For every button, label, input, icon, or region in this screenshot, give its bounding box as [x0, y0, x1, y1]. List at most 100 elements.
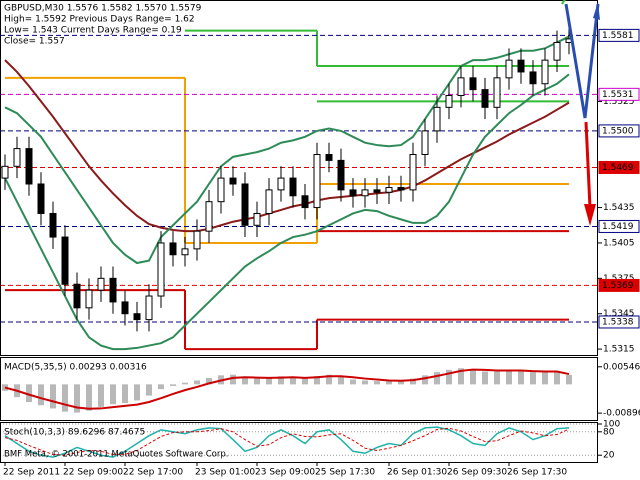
- macd-bar: [434, 372, 440, 385]
- macd-bar: [26, 384, 32, 403]
- macd-bar: [554, 371, 560, 385]
- candle-body: [205, 201, 213, 232]
- candle-body: [37, 183, 45, 214]
- info-line: Low= 1.543 Current Days Range= 0.19: [4, 26, 182, 36]
- macd-bar: [254, 378, 260, 385]
- macd-frame: [0, 357, 598, 421]
- x-tick-label: 25 Sep 17:30: [315, 468, 375, 478]
- candle-body: [517, 59, 525, 73]
- x-tick-label: 26 Sep 17:30: [507, 468, 567, 478]
- level-label: 1.5531: [602, 90, 634, 100]
- candle-body: [265, 189, 273, 214]
- x-tick-label: 26 Sep 09:30: [447, 468, 507, 478]
- macd-bar: [146, 384, 152, 396]
- level-label: 1.5419: [602, 222, 634, 232]
- price-panel: 1.5525 1.5435 1.5405 1.5375 1.5345 1.5315 1.55…: [0, 24, 640, 355]
- candle-body: [61, 236, 69, 285]
- y-tick-label: 0.00546: [603, 362, 640, 372]
- macd-bar: [158, 384, 164, 390]
- candle-body: [397, 187, 405, 191]
- level-label: 1.5338: [602, 317, 634, 327]
- macd-bar: [86, 384, 92, 411]
- info-line: Close= 1.557: [4, 37, 65, 47]
- macd-signal: [4, 368, 570, 410]
- macd-bar: [350, 379, 356, 385]
- macd-bar: [422, 375, 428, 385]
- y-tick-label: 100: [603, 420, 620, 430]
- macd-bar: [314, 375, 320, 385]
- candle-body: [409, 154, 417, 191]
- candle-body: [445, 95, 453, 108]
- macd-bar: [170, 384, 176, 386]
- stoch-signal: [4, 427, 570, 456]
- frames: [0, 0, 598, 463]
- candle-body: [277, 177, 285, 191]
- macd-bar: [194, 380, 200, 385]
- price-frame: [0, 0, 598, 356]
- macd-bar: [242, 377, 248, 385]
- candle-body: [493, 77, 501, 108]
- macd-bar: [182, 382, 188, 385]
- macd-title: MACD(5,35,5) 0.00293 0.00316: [4, 363, 147, 373]
- y-tick-label: 1.5435: [603, 203, 635, 213]
- macd-bar: [506, 370, 512, 385]
- candle-body: [361, 189, 369, 197]
- macd-bar: [542, 372, 548, 385]
- stoch-title: Stoch(10,3,3) 89.6296 87.4675: [4, 428, 145, 438]
- macd-bar: [338, 376, 344, 385]
- macd-bar: [38, 384, 44, 406]
- level-box: [598, 278, 640, 292]
- level-label: 1.5469: [602, 163, 634, 173]
- level-label: 1.5369: [602, 281, 634, 291]
- x-tick-label: 23 Sep 01:00: [195, 468, 255, 478]
- y-tick-label: -0.00896: [603, 409, 640, 419]
- macd-bar: [482, 371, 488, 385]
- macd-bar: [398, 381, 404, 385]
- candle-body: [97, 277, 105, 291]
- candle-body: [373, 189, 381, 193]
- macd-bar: [62, 384, 68, 412]
- stoch-frame: [0, 422, 598, 463]
- candle-body: [481, 89, 489, 108]
- macd-panel: 0.00546 -0.00896: [2, 362, 640, 419]
- y-tick-label: 1.5525: [603, 97, 635, 107]
- macd-bar: [290, 377, 296, 385]
- copyright: BMF Meta, © 2001-2011 MetaQuotes Softwar…: [4, 450, 228, 460]
- candle-body: [541, 59, 549, 85]
- macd-bar: [458, 368, 464, 385]
- level-box: [598, 315, 640, 329]
- candle-body: [133, 313, 141, 321]
- candle-body: [181, 248, 189, 256]
- red-arrow-head: [584, 204, 596, 226]
- macd-bar: [266, 377, 272, 385]
- macd-bar: [566, 375, 572, 385]
- candle-body: [469, 77, 477, 91]
- candle-body: [337, 159, 345, 191]
- macd-bar: [446, 369, 452, 385]
- macd-bar: [374, 381, 380, 385]
- x-tick-label: 22 Sep 2011: [3, 468, 60, 478]
- candle-body: [313, 154, 321, 209]
- y-tick-label: 1.5375: [603, 274, 635, 284]
- macd-bar: [110, 384, 116, 405]
- macd-bar: [410, 378, 416, 385]
- x-tick-label: 23 Sep 09:00: [255, 468, 315, 478]
- macd-bar: [494, 371, 500, 385]
- candle-body: [157, 242, 165, 297]
- level-box: [598, 160, 640, 174]
- candle-body: [1, 165, 9, 179]
- symbol-line: GBPUSD,M30 1.5576 1.5582 1.5570 1.5579: [4, 4, 202, 14]
- macd-bar: [206, 377, 212, 385]
- candle-body: [193, 230, 201, 250]
- candle-body: [121, 301, 129, 315]
- macd-bar: [386, 381, 392, 385]
- candle-body: [241, 183, 249, 226]
- level-box: [598, 28, 640, 42]
- blue-arrow: [564, 3, 600, 119]
- macd-bar: [134, 384, 140, 401]
- candle-body: [85, 289, 93, 309]
- level-box: [598, 124, 640, 138]
- macd-bar: [302, 378, 308, 385]
